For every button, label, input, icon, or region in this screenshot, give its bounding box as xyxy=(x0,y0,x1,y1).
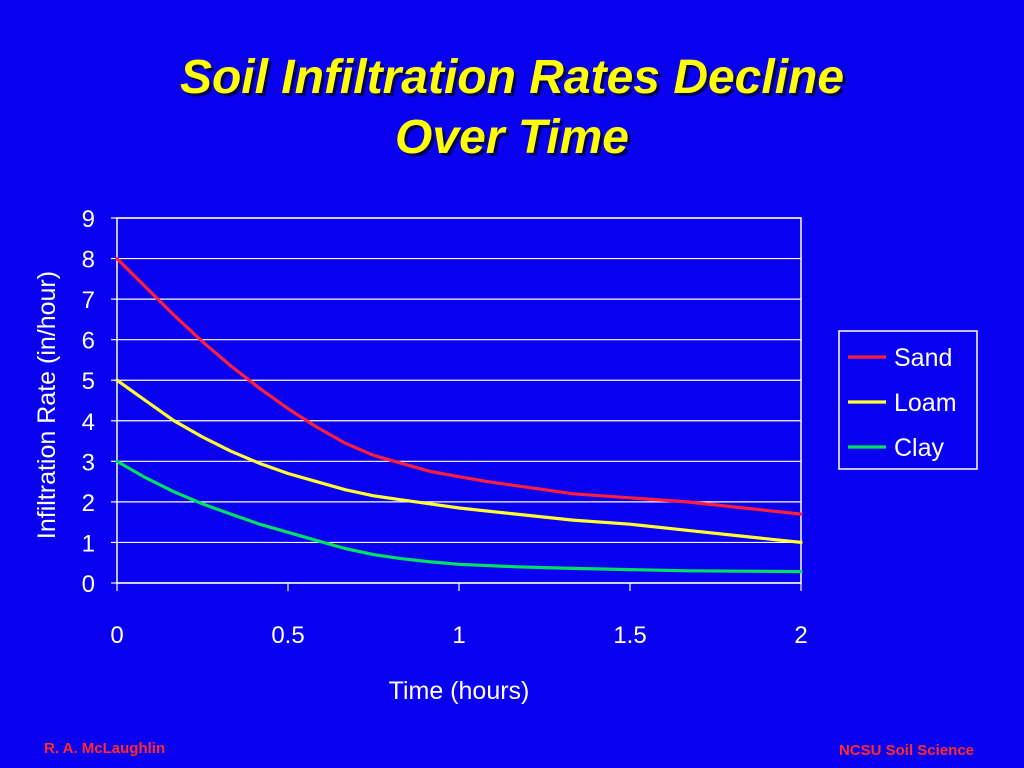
x-tick-label: 0.5 xyxy=(271,622,304,649)
x-tick-label: 1 xyxy=(452,622,465,649)
x-axis-label: Time (hours) xyxy=(389,677,530,705)
x-tick-labels: 0 0.5 1 1.5 2 xyxy=(110,622,807,649)
footer-author: R. A. McLaughlin xyxy=(44,740,166,757)
series-lines xyxy=(115,257,803,574)
y-tick-label: 0 xyxy=(82,571,95,598)
legend-label-loam: Loam xyxy=(894,389,957,417)
y-tick-label: 5 xyxy=(82,368,95,395)
y-axis-label: Infiltration Rate (in/hour) xyxy=(33,271,61,539)
plot-area xyxy=(116,217,802,584)
y-tick-label: 4 xyxy=(82,409,95,436)
series-line-clay xyxy=(115,459,803,574)
axes xyxy=(111,217,802,591)
slide-title: Soil Infiltration Rates Decline Over Tim… xyxy=(0,48,1024,168)
legend-label-sand: Sand xyxy=(894,344,952,372)
y-tick-labels: 0 1 2 3 4 5 6 7 8 9 xyxy=(82,206,95,598)
y-tick-label: 7 xyxy=(82,287,95,314)
gridlines xyxy=(117,217,801,584)
y-tick-label: 6 xyxy=(82,328,95,355)
legend-entries: Sand Loam Clay xyxy=(848,344,957,462)
y-tick-label: 3 xyxy=(82,449,95,476)
footer-organization: NCSU Soil Science xyxy=(838,742,974,759)
x-tick-label: 2 xyxy=(794,622,807,649)
legend-label-clay: Clay xyxy=(894,434,945,462)
y-tick-label: 2 xyxy=(82,490,95,517)
x-tick-label: 0 xyxy=(110,622,123,649)
series-line-loam xyxy=(115,378,803,545)
slide-title-line-1: Soil Infiltration Rates Decline xyxy=(179,51,845,104)
y-tick-label: 9 xyxy=(82,206,95,233)
y-tick-label: 8 xyxy=(82,247,95,274)
legend: Sand Loam Clay xyxy=(838,330,978,470)
series-line-sand xyxy=(115,257,803,516)
slide-title-line-2: Over Time xyxy=(395,111,629,164)
x-tick-label: 1.5 xyxy=(613,622,646,649)
y-tick-label: 1 xyxy=(82,530,95,557)
